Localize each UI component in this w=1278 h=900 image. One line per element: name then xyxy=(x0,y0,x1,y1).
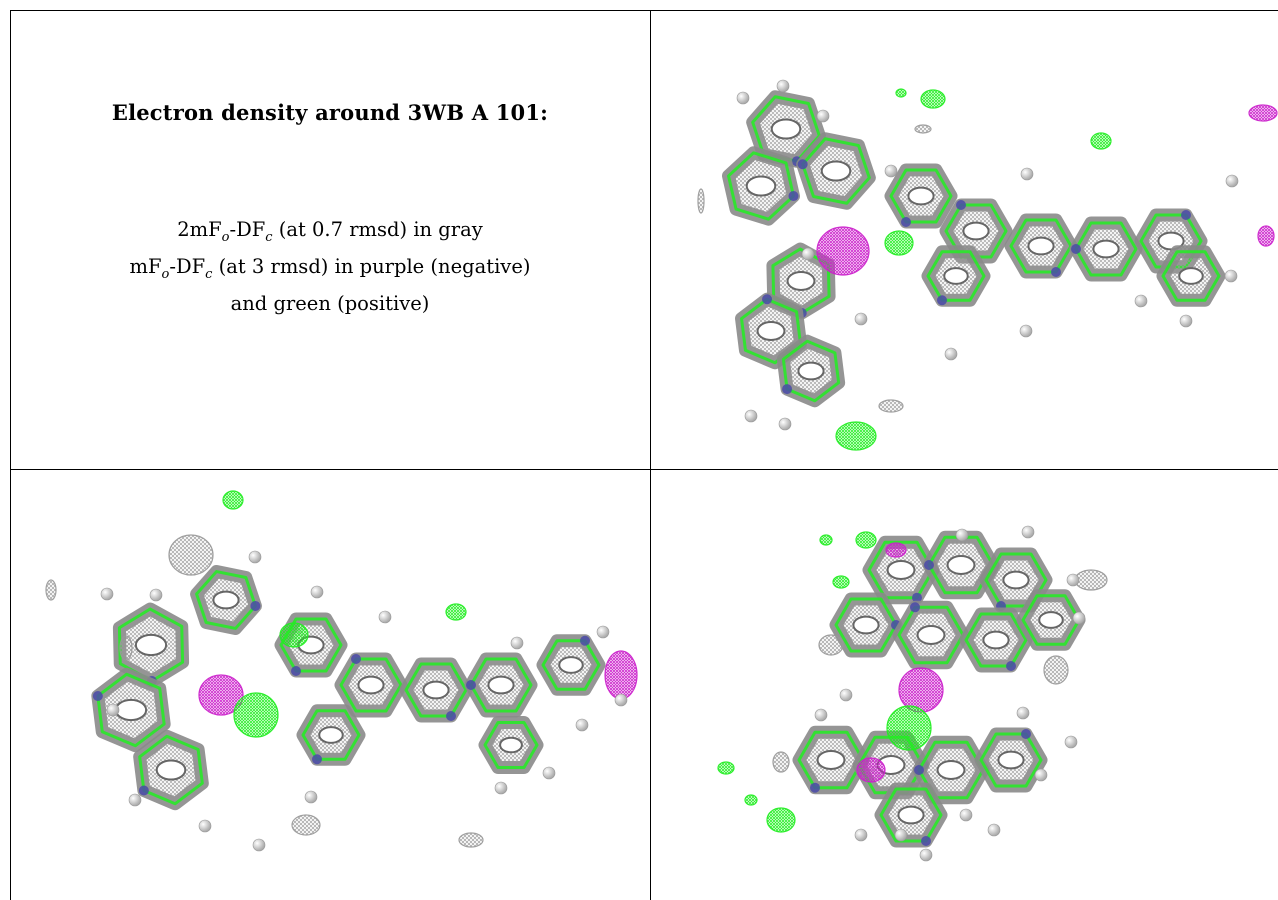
caption-line-fo-dfc: mFo-DFc (at 3 rmsd) in purple (negative) xyxy=(129,254,531,282)
divider-horizontal xyxy=(10,469,1278,470)
caption-line-colors: and green (positive) xyxy=(230,291,430,315)
view-top-right xyxy=(651,11,1278,469)
caption-line-2fo-dfc: 2mFo-DFc (at 0.7 rmsd) in gray xyxy=(177,218,483,245)
caption-title: Electron density around 3WB A 101: xyxy=(111,100,549,125)
caption-cell: Electron density around 3WB A 101: 2mFo-… xyxy=(10,10,650,469)
border-left xyxy=(10,10,11,900)
view-bottom-right xyxy=(651,470,1278,900)
figure-table: Electron density around 3WB A 101: 2mFo-… xyxy=(10,10,1278,900)
view-bottom-left xyxy=(11,470,650,900)
border-top xyxy=(10,10,1278,11)
caption-description: 2mFo-DFc (at 0.7 rmsd) in gray mFo-DFc (… xyxy=(10,215,650,318)
divider-vertical xyxy=(650,10,651,900)
